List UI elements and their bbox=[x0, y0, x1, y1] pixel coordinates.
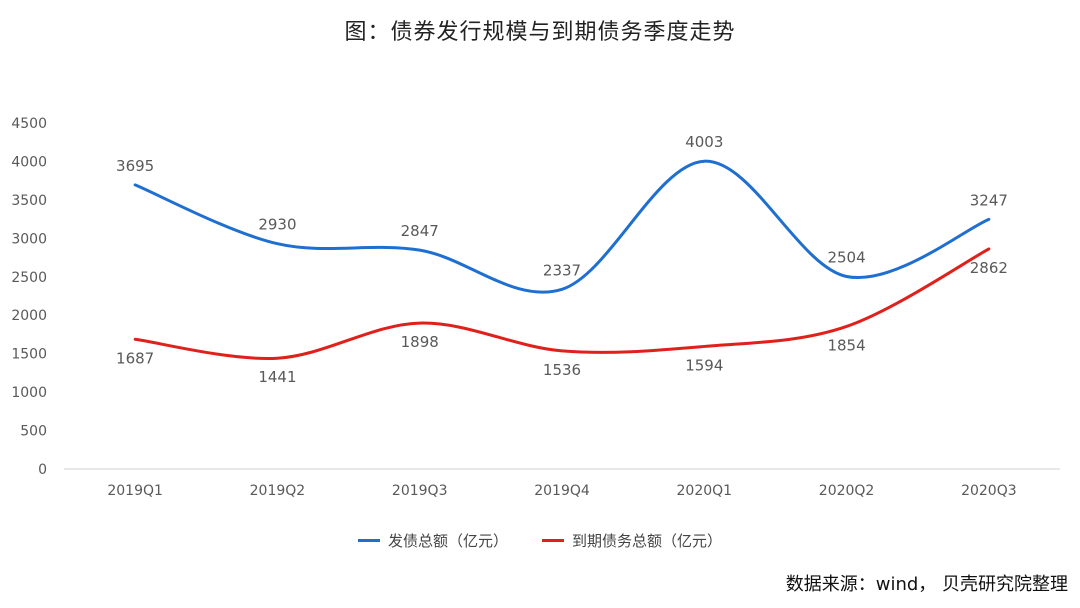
x-tick-label: 2020Q1 bbox=[677, 483, 733, 499]
y-tick-label: 4000 bbox=[11, 154, 47, 170]
data-label-issuance: 3247 bbox=[970, 191, 1008, 209]
legend-label-maturity: 到期债务总额（亿元） bbox=[572, 532, 723, 550]
y-tick-label: 0 bbox=[38, 462, 47, 478]
data-labels: 3695 2930 2847 2337 4003 2504 3247 1687 1441 1898… bbox=[116, 133, 1008, 386]
y-tick-label: 4500 bbox=[11, 116, 47, 132]
x-tick-label: 2019Q2 bbox=[250, 483, 306, 499]
data-label-issuance: 2847 bbox=[401, 222, 439, 240]
y-tick-label: 2500 bbox=[11, 270, 47, 286]
data-label-issuance: 2504 bbox=[827, 248, 865, 266]
y-tick-label: 500 bbox=[20, 424, 47, 440]
legend: 发债总额（亿元） 到期债务总额（亿元） bbox=[0, 530, 1080, 551]
legend-label-issuance: 发债总额（亿元） bbox=[387, 532, 508, 550]
data-label-issuance: 4003 bbox=[685, 133, 723, 151]
series-line-issuance bbox=[133, 159, 991, 294]
y-tick-label: 3000 bbox=[11, 231, 47, 247]
legend-swatch-maturity bbox=[542, 539, 564, 542]
x-tick-label: 2020Q3 bbox=[961, 483, 1017, 499]
y-tick-label: 2000 bbox=[11, 308, 47, 324]
x-tick-label: 2020Q2 bbox=[819, 483, 875, 499]
chart-title: 图：债券发行规模与到期债务季度走势 bbox=[344, 20, 736, 45]
data-label-issuance: 2337 bbox=[543, 261, 581, 279]
x-tick-label: 2019Q4 bbox=[534, 483, 590, 499]
data-label-issuance: 3695 bbox=[116, 157, 154, 175]
axes: 0 500 1000 1500 2000 2500 3000 3500 4000 4500 2019… bbox=[11, 116, 1060, 499]
y-tick-label: 1000 bbox=[11, 385, 47, 401]
legend-item-issuance: 发债总额（亿元） bbox=[357, 530, 508, 551]
data-label-maturity: 1898 bbox=[401, 333, 439, 351]
source-note: 数据来源：wind， 贝壳研究院整理 bbox=[785, 574, 1068, 595]
series-layer bbox=[133, 159, 991, 360]
series-line-maturity bbox=[133, 247, 991, 360]
data-label-maturity: 1687 bbox=[116, 349, 154, 367]
legend-swatch-issuance bbox=[357, 539, 380, 542]
data-label-maturity: 1854 bbox=[827, 336, 865, 354]
data-label-maturity: 1594 bbox=[685, 356, 723, 374]
y-tick-label: 3500 bbox=[11, 193, 47, 209]
x-tick-label: 2019Q1 bbox=[107, 483, 163, 499]
data-label-issuance: 2930 bbox=[258, 216, 296, 234]
y-tick-label: 1500 bbox=[11, 347, 47, 363]
x-tick-label: 2019Q3 bbox=[392, 483, 448, 499]
data-label-maturity: 1441 bbox=[258, 368, 296, 386]
data-label-maturity: 2862 bbox=[970, 259, 1008, 277]
legend-item-maturity: 到期债务总额（亿元） bbox=[542, 530, 722, 551]
data-label-maturity: 1536 bbox=[543, 361, 581, 379]
